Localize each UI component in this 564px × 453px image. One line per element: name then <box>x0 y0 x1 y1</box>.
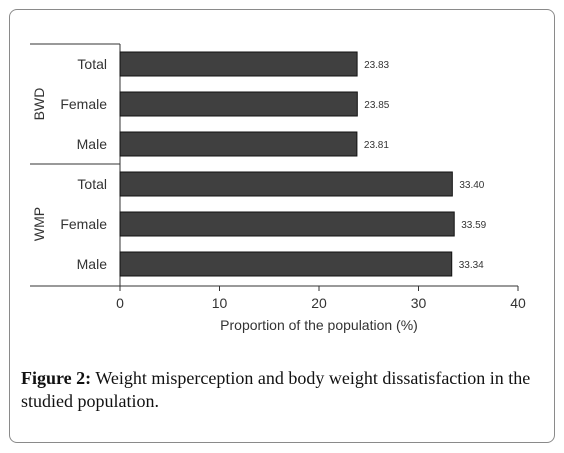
data-label: 33.34 <box>459 260 484 271</box>
data-label: 23.83 <box>364 60 389 71</box>
category-label: Male <box>77 136 108 152</box>
caption-text: Weight misperception and body weight dis… <box>21 368 531 411</box>
data-label: 23.85 <box>364 100 389 111</box>
x-tick-label: 40 <box>510 295 526 311</box>
category-label: Male <box>77 256 108 272</box>
x-axis-title: Proportion of the population (%) <box>220 317 418 333</box>
data-label: 33.59 <box>461 220 486 231</box>
bar <box>119 211 455 237</box>
x-tick-label: 0 <box>116 295 124 311</box>
caption-label: Figure 2: <box>21 368 92 388</box>
x-tick-label: 10 <box>212 295 228 311</box>
data-label: 23.81 <box>364 140 389 151</box>
bar <box>119 91 358 117</box>
figure-caption: Figure 2: Weight misperception and body … <box>21 367 551 413</box>
group-label: WMP <box>31 207 47 241</box>
x-tick-label: 30 <box>411 295 427 311</box>
category-label: Female <box>60 96 107 112</box>
group-label: BWD <box>31 88 47 121</box>
category-label: Total <box>77 176 107 192</box>
data-label: 33.40 <box>459 180 484 191</box>
bar <box>119 131 358 157</box>
bar <box>119 171 453 197</box>
bar <box>119 251 453 277</box>
category-label: Female <box>60 216 107 232</box>
x-tick-label: 20 <box>311 295 327 311</box>
category-label: Total <box>77 56 107 72</box>
bar <box>119 51 358 77</box>
